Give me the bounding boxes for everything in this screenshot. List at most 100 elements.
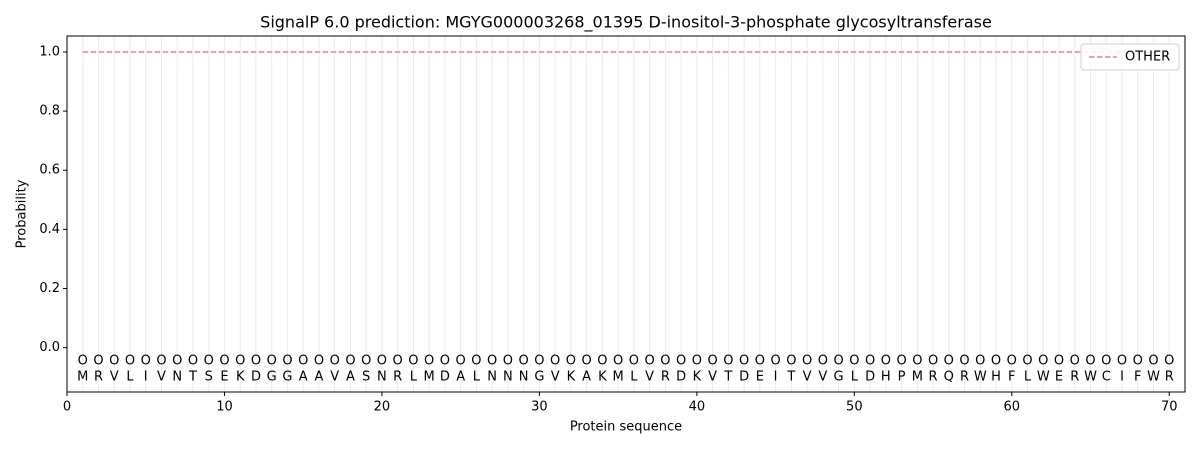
region-label: O [660, 354, 670, 369]
residue-label: M [912, 370, 923, 385]
residue-label: L [410, 370, 418, 385]
region-label: O [361, 354, 371, 369]
residue-label: S [205, 370, 213, 385]
residue-label: K [598, 370, 607, 385]
region-label: O [881, 354, 891, 369]
region-label: O [597, 354, 607, 369]
region-label: O [944, 354, 954, 369]
residue-label: E [1055, 370, 1063, 385]
residue-label: L [473, 370, 481, 385]
residue-label: K [236, 370, 245, 385]
residue-label: I [1120, 370, 1124, 385]
region-label: O [629, 354, 639, 369]
region-label: O [440, 354, 450, 369]
residue-label: F [1134, 370, 1141, 385]
residue-label: R [1165, 370, 1174, 385]
x-axis-label: Protein sequence [570, 420, 682, 435]
region-label: O [1164, 354, 1174, 369]
region-label: O [865, 354, 875, 369]
y-tick-label: 1.0 [39, 44, 60, 59]
residue-label: V [708, 370, 717, 385]
region-label: O [282, 354, 292, 369]
y-tick-label: 0.4 [39, 222, 60, 237]
x-tick-label: 50 [846, 400, 863, 415]
residue-label: A [314, 370, 323, 385]
residue-label: T [188, 370, 197, 385]
y-tick-label: 0.8 [39, 104, 60, 119]
residue-label: A [299, 370, 308, 385]
region-label: O [235, 354, 245, 369]
region-label: O [109, 354, 119, 369]
residue-label: N [377, 370, 387, 385]
region-label: O [424, 354, 434, 369]
residue-label: V [110, 370, 119, 385]
region-label: O [707, 354, 717, 369]
residue-label: L [630, 370, 638, 385]
region-label: O [1054, 354, 1064, 369]
residue-label: P [898, 370, 906, 385]
x-tick-label: 20 [374, 400, 391, 415]
region-label: O [377, 354, 387, 369]
region-label: O [959, 354, 969, 369]
region-label: O [849, 354, 859, 369]
residue-label: A [346, 370, 355, 385]
region-label: O [219, 354, 229, 369]
region-label: O [503, 354, 513, 369]
residue-label: K [693, 370, 702, 385]
region-label: O [519, 354, 529, 369]
residue-label: V [818, 370, 827, 385]
region-label: O [1101, 354, 1111, 369]
residue-label: I [774, 370, 778, 385]
x-tick-label: 10 [216, 400, 233, 415]
region-label: O [786, 354, 796, 369]
x-tick-label: 40 [689, 400, 706, 415]
region-label: O [330, 354, 340, 369]
residue-label: N [487, 370, 497, 385]
legend-label: OTHER [1125, 50, 1170, 65]
residue-label: W [1084, 370, 1097, 385]
x-tick-label: 0 [63, 400, 71, 415]
region-label: O [345, 354, 355, 369]
residue-label: W [1147, 370, 1160, 385]
residue-label: T [723, 370, 732, 385]
region-label: O [172, 354, 182, 369]
region-label: O [534, 354, 544, 369]
region-label: O [802, 354, 812, 369]
region-label: O [912, 354, 922, 369]
region-label: O [251, 354, 261, 369]
region-label: O [739, 354, 749, 369]
region-label: O [1007, 354, 1017, 369]
y-tick-label: 0.2 [39, 281, 60, 296]
region-label: O [1038, 354, 1048, 369]
region-label: O [408, 354, 418, 369]
region-label: O [550, 354, 560, 369]
residue-label: E [756, 370, 764, 385]
residue-label: R [1070, 370, 1079, 385]
region-label: O [755, 354, 765, 369]
region-label: O [770, 354, 780, 369]
region-label: O [991, 354, 1001, 369]
residue-label: W [974, 370, 987, 385]
residue-label: G [282, 370, 292, 385]
residue-label: N [172, 370, 182, 385]
region-label: O [93, 354, 103, 369]
region-label: O [723, 354, 733, 369]
residue-label: Q [944, 370, 954, 385]
residue-label: I [144, 370, 148, 385]
residue-label: T [786, 370, 795, 385]
region-label: O [1117, 354, 1127, 369]
residue-label: D [676, 370, 686, 385]
region-label: O [645, 354, 655, 369]
region-label: O [456, 354, 466, 369]
residue-label: V [645, 370, 654, 385]
region-label: O [676, 354, 686, 369]
x-tick-label: 30 [531, 400, 548, 415]
region-label: O [896, 354, 906, 369]
region-label: O [141, 354, 151, 369]
residue-label: G [267, 370, 277, 385]
chart-title: SignalP 6.0 prediction: MGYG000003268_01… [260, 13, 992, 33]
residue-label: G [534, 370, 544, 385]
region-label: O [471, 354, 481, 369]
region-label: O [833, 354, 843, 369]
